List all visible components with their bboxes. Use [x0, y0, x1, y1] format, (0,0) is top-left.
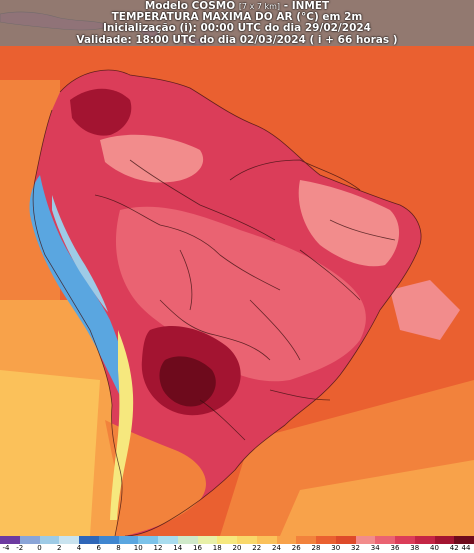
legend-tick-label: 4	[76, 544, 82, 552]
legend-tick-label: 34	[370, 544, 380, 552]
south-atlantic-mid	[280, 460, 474, 536]
amazon-pink-patches	[100, 134, 204, 183]
legend-bin	[335, 536, 356, 544]
header-band	[0, 0, 474, 46]
legend-tick-label: 30	[331, 544, 341, 552]
legend-bin	[355, 536, 376, 544]
legend-tick-label: 28	[311, 544, 321, 552]
legend-tick-label: -4	[2, 544, 10, 552]
legend-tick-label: 26	[291, 544, 301, 552]
andes-yellow-fringe	[110, 330, 134, 520]
atlantic-pink-patch	[390, 280, 460, 340]
legend-tick-label: 18	[212, 544, 222, 552]
legend-bin	[0, 536, 20, 544]
legend-tick-label: 20	[232, 544, 242, 552]
andes-cold-range	[29, 175, 129, 402]
south-cool-ocean	[0, 370, 100, 536]
legend-bin	[19, 536, 40, 544]
legend-bin	[375, 536, 395, 544]
northeast-pink	[298, 180, 400, 267]
legend-bin	[237, 536, 257, 544]
legend-bin	[395, 536, 415, 544]
legend-bin	[158, 536, 178, 544]
legend-tick-labels: -4 -2 0 2 4 6 8 10 12 14 16 18 20 22 24 26 28 30 32 34 36 38 4…	[0, 544, 474, 553]
legend-bin	[59, 536, 79, 544]
legend-tick-label: 36	[390, 544, 400, 552]
legend-tick-label: 12	[153, 544, 163, 552]
legend-bin	[454, 536, 474, 544]
legend-bin	[98, 536, 119, 544]
legend-tick-label: 40	[430, 544, 439, 552]
legend-tick-label: 10	[133, 544, 143, 552]
legend-tick-label: 14	[173, 544, 183, 552]
legend-bin	[276, 536, 297, 544]
pink-highlands	[115, 206, 366, 382]
legend-tick-label: -2	[16, 544, 24, 552]
legend-bin	[316, 536, 336, 544]
legend-bin	[217, 536, 237, 544]
legend-bin	[39, 536, 60, 544]
legend-bin	[177, 536, 198, 544]
legend-tick-label: 38	[410, 544, 420, 552]
legend-tick-label: 6	[96, 544, 101, 552]
legend-bin	[434, 536, 455, 544]
legend-tick-label: 2	[57, 544, 62, 552]
legend-bin	[138, 536, 158, 544]
legend-tick-label: 32	[351, 544, 360, 552]
legend-tick-label: 44	[461, 544, 471, 552]
legend-bin	[414, 536, 435, 544]
legend-bin	[256, 536, 277, 544]
country-borders	[32, 69, 422, 537]
legend-bin	[118, 536, 139, 544]
legend-tick-label: 22	[252, 544, 262, 552]
extreme-core	[159, 356, 216, 407]
legend-bin	[197, 536, 218, 544]
legend-bin	[296, 536, 316, 544]
southern-cone-orange	[105, 420, 206, 536]
legend-bin	[79, 536, 99, 544]
legend-tick-label: 16	[193, 544, 202, 552]
north-hot-area	[70, 88, 132, 136]
legend-tick-label: 24	[272, 544, 281, 552]
legend-tick-label: 8	[116, 544, 121, 552]
legend-tick-label: 0	[37, 544, 42, 552]
legend-tick-label: 42	[449, 544, 459, 552]
andes-cool-edge	[52, 195, 108, 312]
